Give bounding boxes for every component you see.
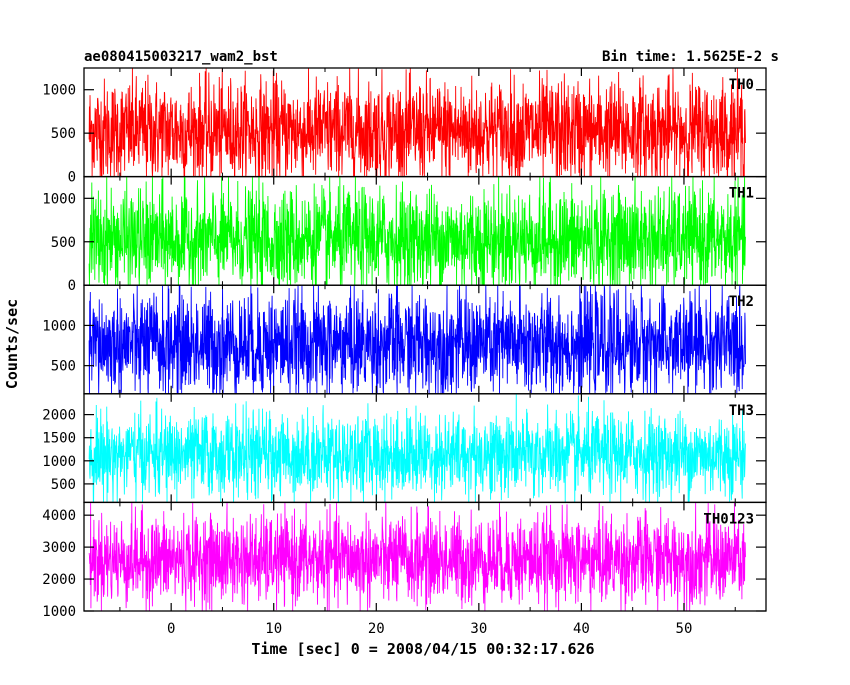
y-tick-label: 500: [51, 235, 76, 251]
series-th3: [88, 393, 746, 503]
panel-label-th0123: TH0123: [703, 511, 754, 527]
series-th0: [88, 68, 746, 177]
series-th2: [88, 285, 746, 394]
panel-label-th0: TH0: [729, 77, 754, 93]
y-tick-label: 500: [51, 126, 76, 142]
y-tick-label: 0: [68, 170, 76, 186]
y-tick-label: 500: [51, 359, 76, 375]
y-tick-label: 2000: [42, 408, 76, 424]
series-th1: [88, 176, 746, 286]
y-tick-label: 1500: [42, 431, 76, 447]
panel-label-th1: TH1: [729, 186, 754, 202]
x-tick-label: 30: [470, 621, 487, 637]
y-tick-label: 4000: [42, 508, 76, 524]
bin-time-label: Bin time: 1.5625E-2 s: [602, 49, 779, 65]
panel-label-th3: TH3: [729, 403, 754, 419]
x-tick-label: 0: [167, 621, 175, 637]
x-tick-label: 20: [368, 621, 385, 637]
x-axis-title: Time [sec] 0 = 2008/04/15 00:32:17.626: [251, 640, 594, 658]
y-tick-label: 3000: [42, 540, 76, 556]
y-tick-label: 1000: [42, 454, 76, 470]
x-tick-label: 40: [573, 621, 590, 637]
y-axis-title: Counts/sec: [3, 299, 21, 389]
y-tick-label: 500: [51, 477, 76, 493]
y-tick-label: 2000: [42, 572, 76, 588]
y-tick-label: 1000: [42, 604, 76, 620]
x-tick-label: 10: [265, 621, 282, 637]
source-title: ae080415003217_wam2_bst: [84, 49, 278, 65]
y-tick-label: 1000: [42, 83, 76, 99]
panel-label-th2: TH2: [729, 294, 754, 310]
y-tick-label: 0: [68, 278, 76, 294]
series-th0123: [88, 502, 746, 611]
panel-frame-th0123: [83, 501, 767, 612]
y-tick-label: 1000: [42, 191, 76, 207]
y-tick-label: 1000: [42, 318, 76, 334]
x-tick-label: 50: [676, 621, 693, 637]
